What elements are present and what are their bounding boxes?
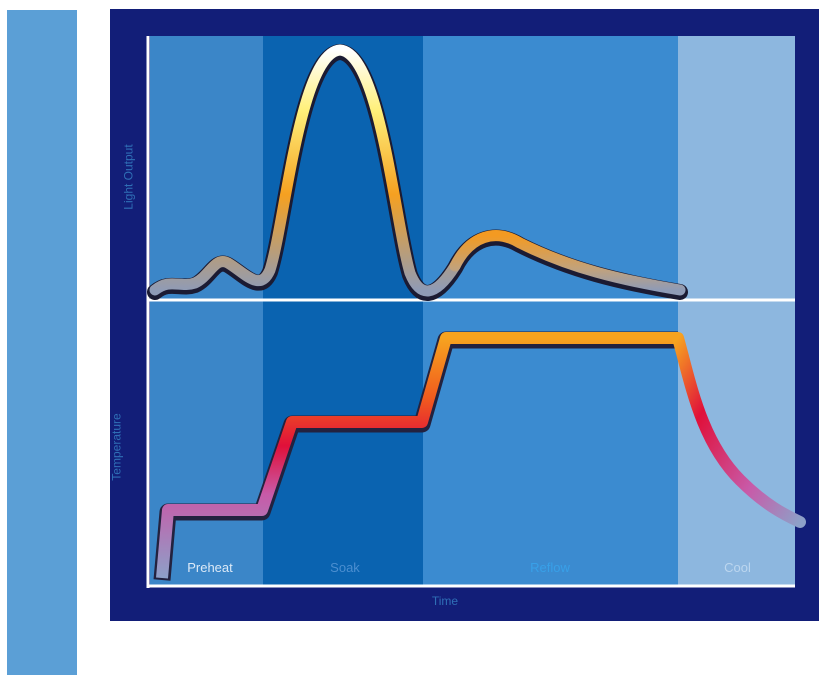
phase-label-soak: Soak [330,560,360,575]
light-output-axis-label: Light Output [121,144,136,210]
phase-label-reflow: Reflow [530,560,570,575]
zone-cool [678,36,795,586]
zone-preheat [150,36,263,586]
cooling-curve [672,332,806,528]
time-axis-label: Time [431,594,459,608]
phase-label-preheat: Preheat [187,560,233,575]
light-output-hill [449,230,686,296]
zone-soak [263,36,423,586]
zone-reflow [423,36,678,586]
temperature-curve [156,332,678,579]
phase-label-cool: Cool [724,560,751,575]
temperature-axis-label: Temperature [109,413,124,481]
left-side-bar [7,10,77,675]
light-output-curve [149,44,461,297]
